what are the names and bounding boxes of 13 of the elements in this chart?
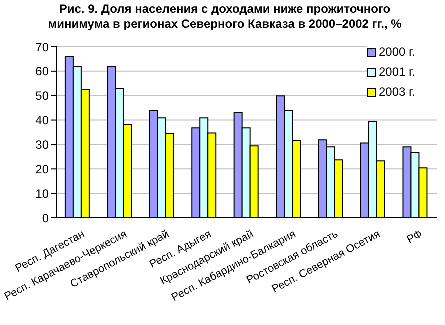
y-tick-label: 50 — [36, 89, 50, 104]
y-tick-label: 70 — [36, 40, 50, 54]
x-tick-label: РФ — [405, 228, 425, 246]
legend-label: 2003 г. — [379, 84, 416, 101]
y-tick-label: 40 — [36, 114, 50, 128]
y-tick-label: 60 — [36, 64, 50, 79]
y-tick-label: 10 — [36, 186, 50, 201]
y-tick-label: 0 — [42, 211, 50, 226]
legend-label: 2000 г. — [379, 44, 416, 61]
chart-title: Рис. 9. Доля населения с доходами ниже прожиточного минимума в регионах Северного Кавказа в 2000–2002 гг., % — [47, 2, 403, 32]
y-tick-label: 30 — [36, 138, 50, 152]
y-tick-label: 20 — [36, 162, 50, 176]
legend-label: 2001 г. — [379, 64, 416, 81]
